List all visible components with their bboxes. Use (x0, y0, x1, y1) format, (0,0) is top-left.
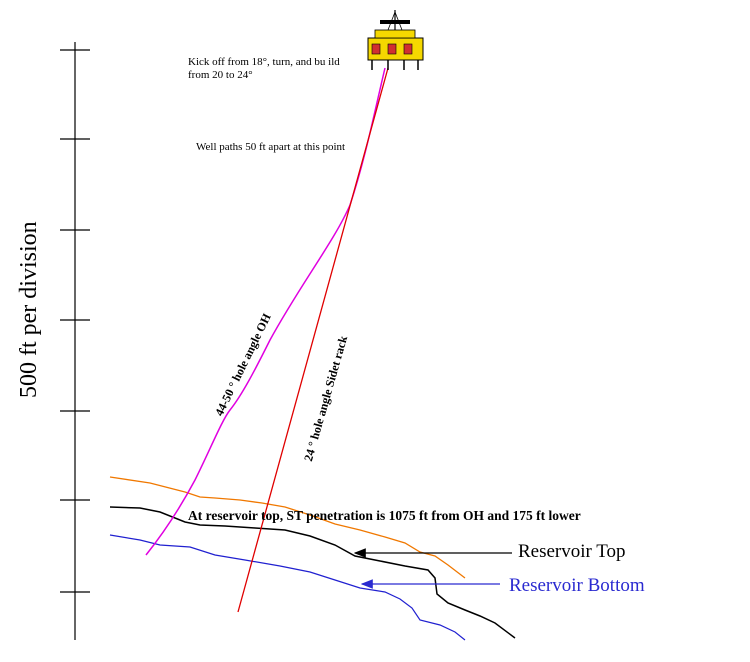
depth-axis (60, 42, 90, 640)
penetration-note: At reservoir top, ST penetration is 1075… (188, 508, 581, 523)
well-paths-apart-note: Well paths 50 ft apart at this point (196, 141, 346, 153)
kickoff-note-line-1: Kick off from 18°, turn, and bu ild (188, 56, 340, 68)
reservoir-top-label: Reservoir Top (518, 541, 626, 562)
sidetrack-well-path (237, 67, 389, 613)
kickoff-note-line-2: from 20 to 24° (188, 69, 253, 81)
reservoir-bottom-label: Reservoir Bottom (509, 575, 645, 596)
reservoir-bottom-line (109, 534, 466, 641)
reservoir-top-orange-line (109, 476, 466, 579)
offshore-platform-icon (367, 10, 424, 70)
axis-scale-label: 500 ft per division (16, 221, 42, 398)
